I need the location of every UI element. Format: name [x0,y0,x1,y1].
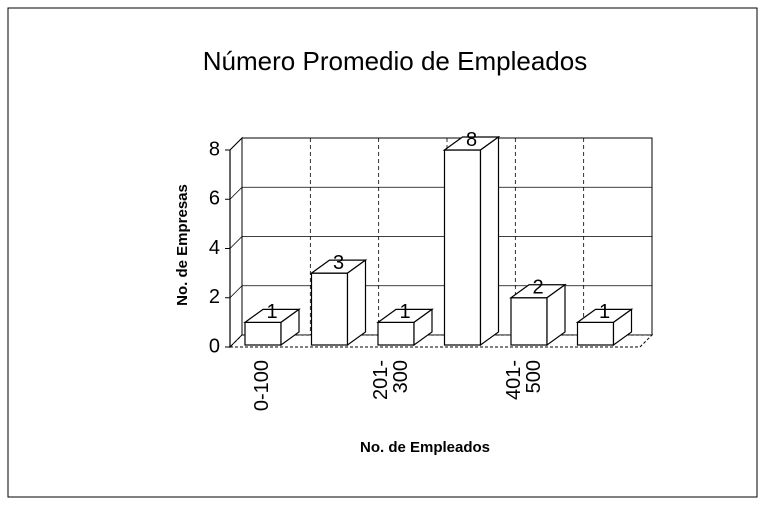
bar-side [413,308,433,347]
x-tick-label-line: 401- [503,360,525,400]
x-tick-label-line: 201- [370,360,392,400]
frame [7,7,758,498]
y-tick-label: 0 [209,335,220,357]
bar [443,149,482,346]
bar-side [479,135,500,347]
x-tick-label: 401-500 [503,360,545,400]
bar [310,272,349,346]
chart-title: Número Promedio de Empleados [203,46,587,76]
grid-line [229,186,652,200]
grid-line [229,285,652,299]
bar [377,321,415,346]
data-label: 1 [399,301,410,323]
x-tick-label-line: 0-100 [251,360,273,411]
bar [510,297,548,346]
bar [244,321,282,346]
data-label: 8 [466,129,477,151]
y-tick-label: 8 [209,138,220,160]
grid-line [229,137,652,151]
data-label: 1 [599,301,610,323]
y-tick-label: 2 [209,286,220,308]
bar-side [346,258,367,347]
x-tick-label: 0-100 [251,360,273,411]
y-axis-label: No. de Empresas [174,184,191,306]
data-label: 2 [532,277,543,299]
x-tick-label-line: 300 [390,360,412,393]
grid-line [229,236,652,249]
x-tick-label: 201-300 [370,360,412,400]
x-tick-label-line: 500 [523,360,545,393]
y-tick-label: 6 [209,188,220,210]
bar-side [612,308,633,347]
data-label: 3 [333,252,344,274]
x-axis-label: No. de Empleados [360,439,490,456]
bar [576,321,615,346]
data-label: 1 [266,301,277,323]
bar-side [280,308,300,347]
bar-side [546,283,566,347]
y-tick-label: 4 [209,237,220,259]
